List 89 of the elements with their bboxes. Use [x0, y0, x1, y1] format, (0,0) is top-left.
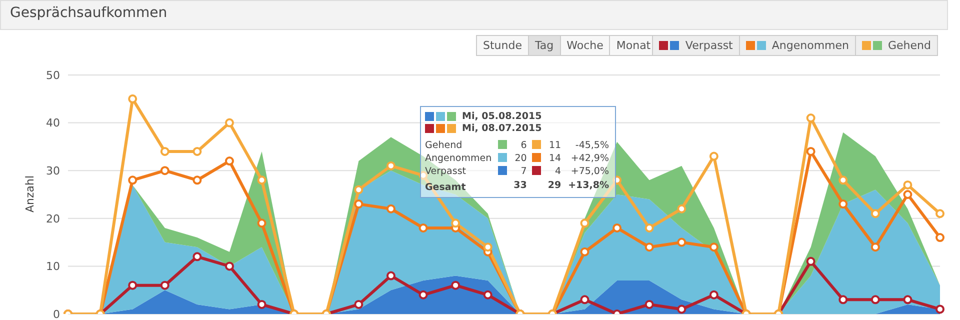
point — [386, 161, 396, 170]
annotation: 29 — [546, 179, 562, 193]
point — [354, 200, 364, 209]
point — [354, 300, 364, 309]
annotation: Angenommen — [425, 152, 493, 165]
point — [160, 146, 170, 156]
annotation: +13,8% — [567, 179, 610, 193]
annotation: Mi, 05.08.2015 — [462, 111, 542, 122]
point — [612, 176, 622, 185]
chart-title: Gesprächsaufkommen — [10, 5, 168, 21]
point — [709, 242, 718, 252]
point — [612, 223, 622, 232]
text: Monat — [609, 36, 657, 55]
point — [838, 200, 848, 209]
point — [483, 242, 492, 252]
legend-label: Verpasst — [685, 39, 733, 52]
point — [936, 209, 944, 218]
y-tick-label: 40 — [46, 116, 60, 130]
point — [418, 223, 428, 232]
point — [257, 218, 266, 228]
point — [806, 256, 816, 266]
y-tick-label: 10 — [46, 260, 60, 274]
point — [580, 218, 590, 228]
annotation: Verpasst — [425, 165, 467, 178]
point — [192, 146, 202, 156]
annotation: 4 — [554, 165, 562, 178]
point — [677, 238, 686, 247]
annotation: 20 — [514, 152, 528, 165]
point — [677, 204, 686, 214]
point — [903, 295, 912, 304]
point — [903, 180, 912, 190]
point — [224, 118, 234, 128]
point — [160, 280, 170, 290]
point — [192, 252, 202, 262]
point — [224, 262, 234, 271]
legend-label: Gehend — [888, 39, 931, 52]
point — [354, 185, 364, 194]
point — [644, 242, 654, 252]
point — [580, 295, 590, 304]
point — [128, 280, 138, 290]
point — [806, 114, 816, 123]
point — [483, 290, 492, 300]
annotation: Mi, 08.07.2015 — [462, 123, 542, 134]
legend-label: Angenommen — [772, 39, 849, 52]
point — [386, 271, 396, 280]
point — [580, 247, 590, 256]
point — [192, 176, 202, 185]
annotation: 33 — [512, 179, 528, 193]
text: Woche — [560, 36, 610, 55]
point — [806, 146, 816, 156]
annotation: 6 — [520, 139, 528, 152]
point — [257, 176, 266, 185]
text: Tag — [528, 36, 560, 55]
y-tick-label: 50 — [46, 68, 60, 82]
point — [936, 233, 944, 242]
point — [870, 295, 880, 304]
annotation: -45,5% — [574, 139, 610, 152]
point — [709, 152, 718, 161]
point — [451, 218, 460, 228]
point — [128, 176, 138, 185]
annotation: 11 — [548, 139, 562, 152]
point — [418, 290, 428, 300]
point — [838, 176, 848, 185]
point — [870, 209, 880, 218]
annotation: +75,0% — [570, 165, 610, 178]
y-tick-label: 20 — [46, 212, 60, 226]
point — [677, 304, 686, 314]
point — [838, 295, 848, 304]
annotation: +42,9% — [570, 152, 610, 165]
point — [257, 300, 266, 309]
point — [451, 280, 460, 290]
point — [936, 304, 944, 314]
point — [709, 290, 718, 300]
point — [160, 166, 170, 176]
point — [128, 94, 138, 104]
annotation: Gehend — [425, 139, 464, 152]
annotation: 7 — [520, 165, 528, 178]
point — [644, 223, 654, 232]
y-axis-title: Anzahl — [24, 175, 36, 213]
point — [870, 242, 880, 252]
point — [903, 190, 912, 199]
point — [644, 300, 654, 309]
point — [386, 204, 396, 214]
text: Stunde — [477, 36, 528, 55]
annotation: 14 — [548, 152, 562, 165]
point — [224, 156, 234, 166]
y-tick-label: 30 — [46, 164, 60, 178]
y-tick-label: 0 — [53, 308, 60, 320]
annotation: Gesamt — [425, 181, 467, 193]
